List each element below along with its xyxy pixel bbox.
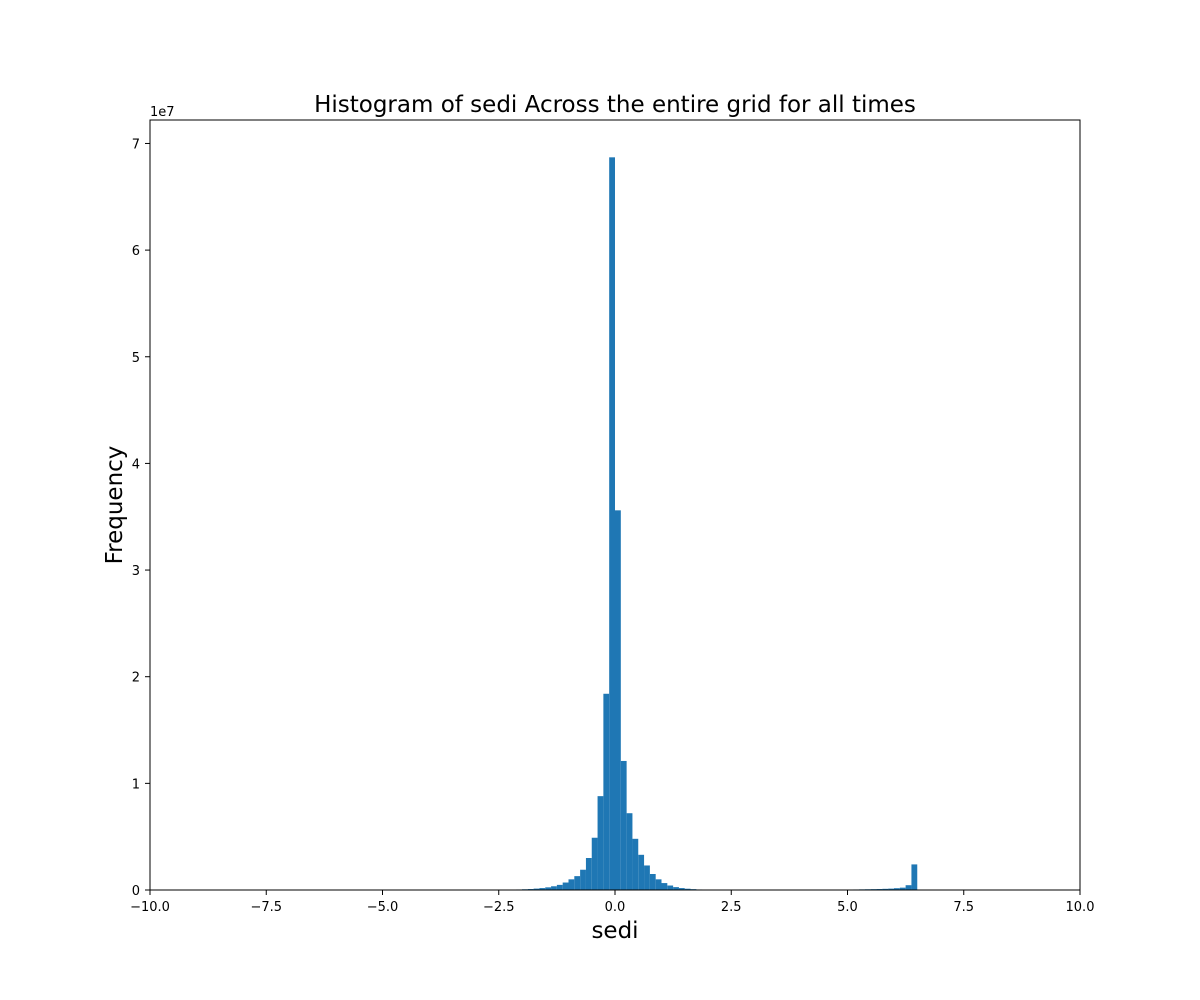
- histogram-bar: [620, 760, 627, 890]
- histogram-bar: [562, 882, 569, 890]
- histogram-bar: [905, 885, 912, 890]
- x-tick-label: −2.5: [483, 900, 515, 915]
- histogram-bar: [545, 887, 552, 890]
- histogram-bar: [597, 796, 604, 890]
- x-tick-label: 2.5: [721, 900, 742, 915]
- histogram-bar: [644, 865, 650, 890]
- histogram-bar: [684, 888, 691, 890]
- x-tick-label: −10.0: [130, 900, 170, 915]
- y-tick-label: 4: [132, 457, 140, 472]
- histogram-bar: [609, 157, 615, 890]
- histogram-bar: [655, 879, 662, 890]
- histogram-bar: [556, 884, 563, 890]
- histogram-bar: [533, 888, 540, 890]
- y-tick-label: 1: [132, 777, 140, 792]
- x-tick-label: 10.0: [1066, 900, 1095, 915]
- histogram-bar: [888, 888, 894, 890]
- histogram-bar: [580, 869, 586, 890]
- x-tick-label: 7.5: [953, 900, 974, 915]
- histogram-bar: [632, 838, 639, 890]
- y-offset-label: 1e7: [150, 105, 175, 120]
- histogram-bar: [894, 888, 900, 890]
- histogram-bar: [539, 888, 546, 890]
- histogram-bar: [661, 883, 668, 890]
- x-tick-label: −5.0: [367, 900, 399, 915]
- histogram-bar: [678, 888, 685, 890]
- histogram-bar: [591, 837, 598, 890]
- histogram-bar: [882, 888, 889, 890]
- histogram-bar: [551, 886, 557, 890]
- x-tick-label: 0.0: [605, 900, 626, 915]
- x-tick-label: 5.0: [837, 900, 858, 915]
- y-tick-label: 2: [132, 671, 140, 686]
- histogram-bar: [673, 887, 679, 890]
- x-axis-label: sedi: [591, 918, 638, 944]
- histogram-bar: [568, 879, 575, 890]
- y-axis-ticks: 0 1 2 3 4 5 6 7: [132, 137, 150, 899]
- histogram-bar: [911, 864, 918, 890]
- x-tick-label: −7.5: [250, 900, 282, 915]
- x-axis-ticks: −10.0 −7.5 −5.0 −2.5 0.0 2.5 5.0 7.5 10.0: [130, 890, 1094, 915]
- histogram-bar: [899, 887, 906, 890]
- chart-title: Histogram of sedi Across the entire grid…: [314, 92, 916, 118]
- histogram-bar: [603, 693, 610, 890]
- histogram-bar: [574, 876, 581, 890]
- histogram-bar: [626, 813, 633, 890]
- histogram-bar: [638, 854, 645, 890]
- histogram-bars: [510, 157, 918, 891]
- histogram-bar: [667, 885, 674, 890]
- histogram-bar: [585, 858, 592, 890]
- histogram-bar: [615, 510, 621, 890]
- y-tick-label: 7: [132, 137, 140, 152]
- y-tick-label: 0: [132, 884, 140, 899]
- histogram-bar: [649, 874, 656, 890]
- y-tick-label: 5: [132, 351, 140, 366]
- y-tick-label: 3: [132, 564, 140, 579]
- y-axis-label: Frequency: [102, 446, 128, 565]
- y-tick-label: 6: [132, 244, 140, 259]
